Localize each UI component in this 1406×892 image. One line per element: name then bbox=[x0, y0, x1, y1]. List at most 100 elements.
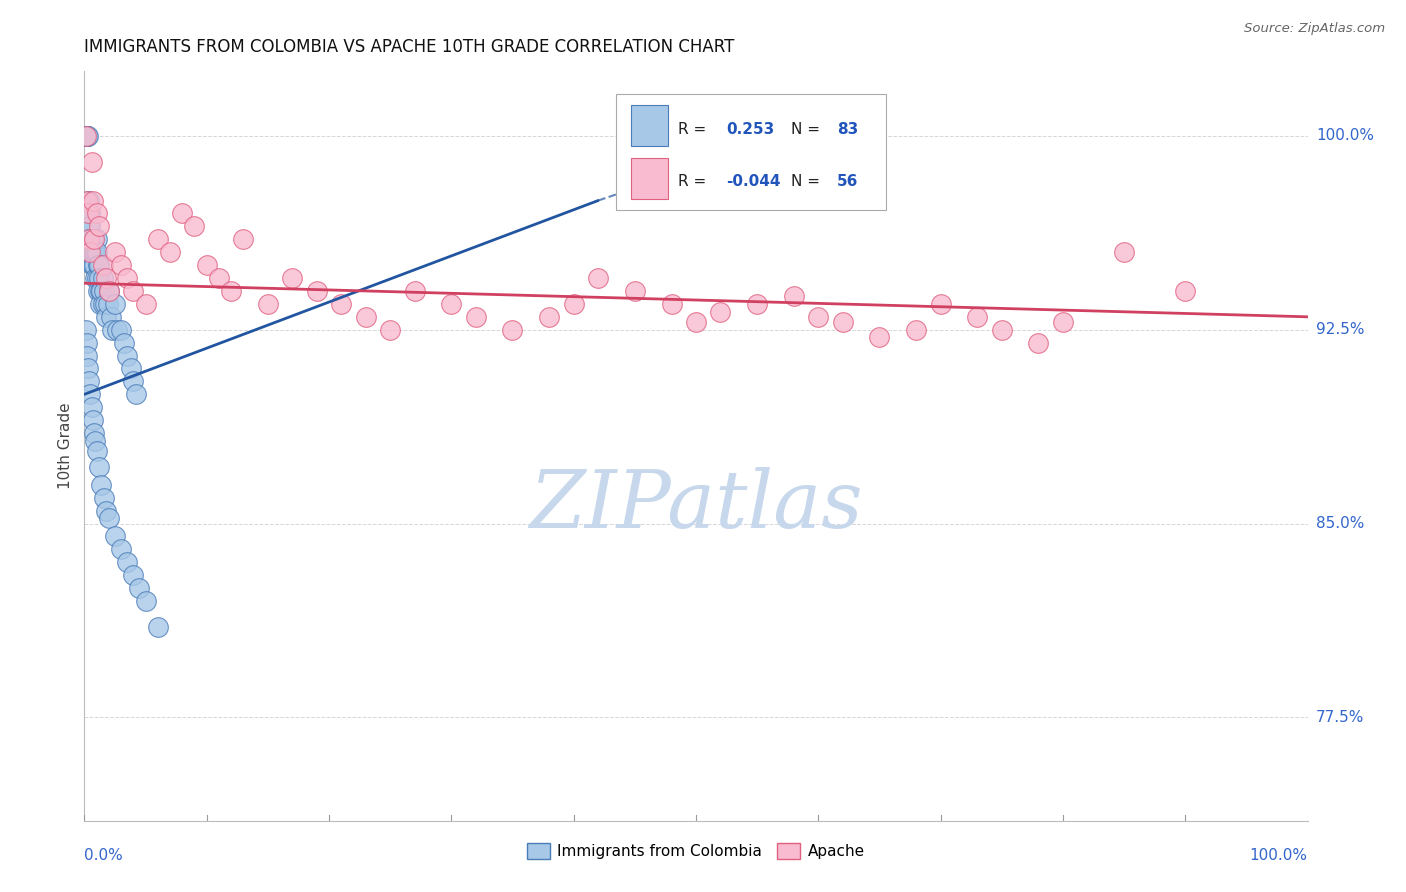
Point bbox=[82, 258, 104, 272]
Point bbox=[82, 245, 104, 260]
Point bbox=[232, 232, 254, 246]
Point bbox=[104, 297, 127, 311]
Point bbox=[807, 310, 830, 324]
Point bbox=[128, 581, 150, 595]
Point bbox=[77, 245, 100, 260]
Point bbox=[97, 284, 120, 298]
Point bbox=[93, 491, 115, 505]
Point bbox=[1174, 284, 1197, 298]
Point bbox=[80, 245, 103, 260]
Text: 83: 83 bbox=[837, 121, 858, 136]
Point bbox=[76, 128, 98, 143]
Point bbox=[75, 128, 97, 143]
Legend: Immigrants from Colombia, Apache: Immigrants from Colombia, Apache bbox=[520, 838, 872, 865]
Point bbox=[208, 271, 231, 285]
Point bbox=[77, 232, 100, 246]
Point bbox=[380, 323, 402, 337]
Point bbox=[172, 206, 194, 220]
Point bbox=[75, 128, 97, 143]
Point bbox=[120, 361, 142, 376]
Point bbox=[90, 284, 112, 298]
Point bbox=[91, 297, 114, 311]
Point bbox=[869, 330, 891, 344]
Text: 0.0%: 0.0% bbox=[84, 848, 124, 863]
Text: ZIPatlas: ZIPatlas bbox=[529, 467, 863, 545]
Point bbox=[135, 594, 157, 608]
Point bbox=[831, 315, 853, 329]
Point bbox=[79, 245, 101, 260]
FancyBboxPatch shape bbox=[631, 158, 668, 199]
Point bbox=[76, 349, 98, 363]
Point bbox=[195, 258, 218, 272]
Point bbox=[1052, 315, 1074, 329]
Point bbox=[87, 284, 110, 298]
Text: 92.5%: 92.5% bbox=[1316, 322, 1364, 337]
Point bbox=[77, 361, 100, 376]
Point bbox=[79, 232, 101, 246]
Point bbox=[115, 271, 138, 285]
Point bbox=[96, 503, 118, 517]
Point bbox=[91, 271, 114, 285]
Point bbox=[86, 245, 108, 260]
Text: 0.253: 0.253 bbox=[727, 121, 775, 136]
Point bbox=[502, 323, 524, 337]
Point bbox=[83, 232, 105, 246]
Point bbox=[77, 219, 100, 234]
Point bbox=[89, 297, 111, 311]
Point bbox=[115, 349, 138, 363]
Text: IMMIGRANTS FROM COLOMBIA VS APACHE 10TH GRADE CORRELATION CHART: IMMIGRANTS FROM COLOMBIA VS APACHE 10TH … bbox=[84, 38, 735, 56]
Point bbox=[77, 232, 100, 246]
Point bbox=[104, 529, 127, 543]
Point bbox=[77, 232, 100, 246]
Point bbox=[146, 620, 169, 634]
Point bbox=[783, 289, 806, 303]
Point bbox=[966, 310, 988, 324]
Point bbox=[83, 426, 105, 441]
Point bbox=[281, 271, 304, 285]
Text: 100.0%: 100.0% bbox=[1316, 128, 1374, 144]
FancyBboxPatch shape bbox=[631, 105, 668, 146]
Point bbox=[125, 387, 148, 401]
Point bbox=[79, 219, 101, 234]
Point bbox=[86, 232, 108, 246]
Text: 85.0%: 85.0% bbox=[1316, 516, 1364, 531]
Point bbox=[330, 297, 353, 311]
Point bbox=[76, 128, 98, 143]
Point bbox=[76, 128, 98, 143]
Y-axis label: 10th Grade: 10th Grade bbox=[58, 402, 73, 490]
Point bbox=[1114, 245, 1136, 260]
Point bbox=[929, 297, 952, 311]
Text: R =: R = bbox=[678, 121, 711, 136]
Point bbox=[82, 413, 104, 427]
Point bbox=[97, 284, 120, 298]
Point bbox=[77, 206, 100, 220]
Point bbox=[122, 568, 145, 582]
Point bbox=[87, 258, 110, 272]
Point bbox=[709, 304, 731, 318]
Point bbox=[586, 271, 609, 285]
FancyBboxPatch shape bbox=[616, 94, 886, 210]
Text: R =: R = bbox=[678, 174, 711, 189]
Point bbox=[80, 258, 103, 272]
Point bbox=[80, 401, 103, 415]
Point bbox=[77, 206, 100, 220]
Point bbox=[93, 284, 115, 298]
Point bbox=[83, 232, 105, 246]
Point bbox=[110, 258, 132, 272]
Point bbox=[87, 459, 110, 474]
Point bbox=[82, 194, 104, 208]
Point bbox=[219, 284, 242, 298]
Text: Source: ZipAtlas.com: Source: ZipAtlas.com bbox=[1244, 22, 1385, 36]
Point bbox=[305, 284, 328, 298]
Point bbox=[464, 310, 486, 324]
Point bbox=[159, 245, 181, 260]
Point bbox=[80, 154, 103, 169]
Point bbox=[747, 297, 769, 311]
Point bbox=[146, 232, 169, 246]
Point bbox=[76, 335, 98, 350]
Text: 56: 56 bbox=[837, 174, 858, 189]
Point bbox=[83, 258, 105, 272]
Point bbox=[110, 323, 132, 337]
Point bbox=[100, 310, 122, 324]
Point bbox=[75, 128, 97, 143]
